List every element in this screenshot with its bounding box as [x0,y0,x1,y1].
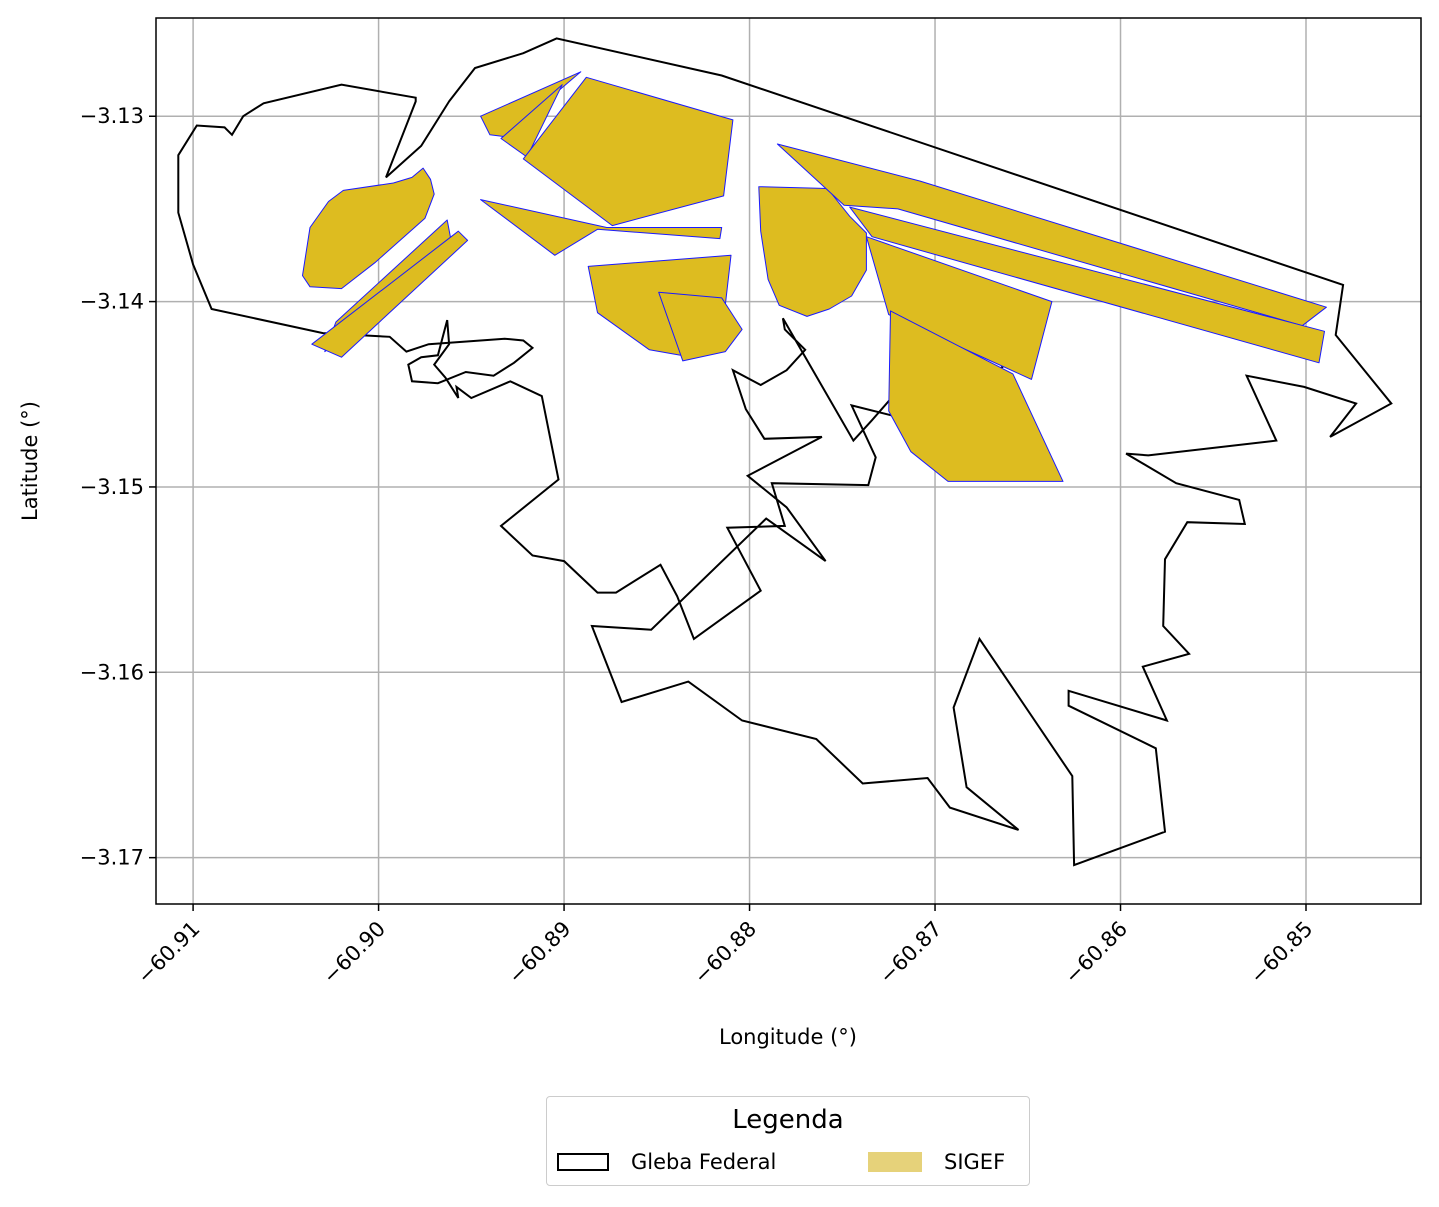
sigef-parcel-12 [865,236,1053,380]
y-axis-title: Latitude (°) [18,401,42,521]
y-tick-label-0: −3.13 [80,104,144,128]
legend-title: Legenda [732,1105,844,1135]
plot-frame [155,17,1422,905]
sigef-parcel-3 [522,76,734,227]
sigef-parcel-8 [658,291,743,362]
legend-entry-sigef: SIGEF [868,1149,1005,1175]
sigef-parcel-0 [302,167,435,290]
sigef-layer [302,71,1327,482]
sigef-parcel-9 [758,186,867,317]
sigef-parcel-4 [480,199,723,256]
legend: Legenda Gleba Federal SIGEF [546,1096,1030,1186]
sigef-parcel-6 [311,230,469,358]
legend-swatch-sigef [868,1152,922,1172]
sigef-parcel-13 [888,310,1064,482]
y-tick-label-1: −3.14 [80,290,144,314]
legend-swatch-gleba [557,1153,609,1171]
y-tick-label-4: −3.17 [80,846,144,870]
sigef-parcel-2 [500,84,563,158]
x-axis-title: Longitude (°) [719,1025,857,1049]
y-tick-label-2: −3.15 [80,475,144,499]
legend-entry-gleba: Gleba Federal [557,1149,776,1175]
legend-label-gleba: Gleba Federal [631,1150,777,1174]
legend-label-sigef: SIGEF [944,1150,1006,1174]
sigef-parcel-11 [849,206,1325,364]
y-tick-label-3: −3.16 [80,660,144,684]
